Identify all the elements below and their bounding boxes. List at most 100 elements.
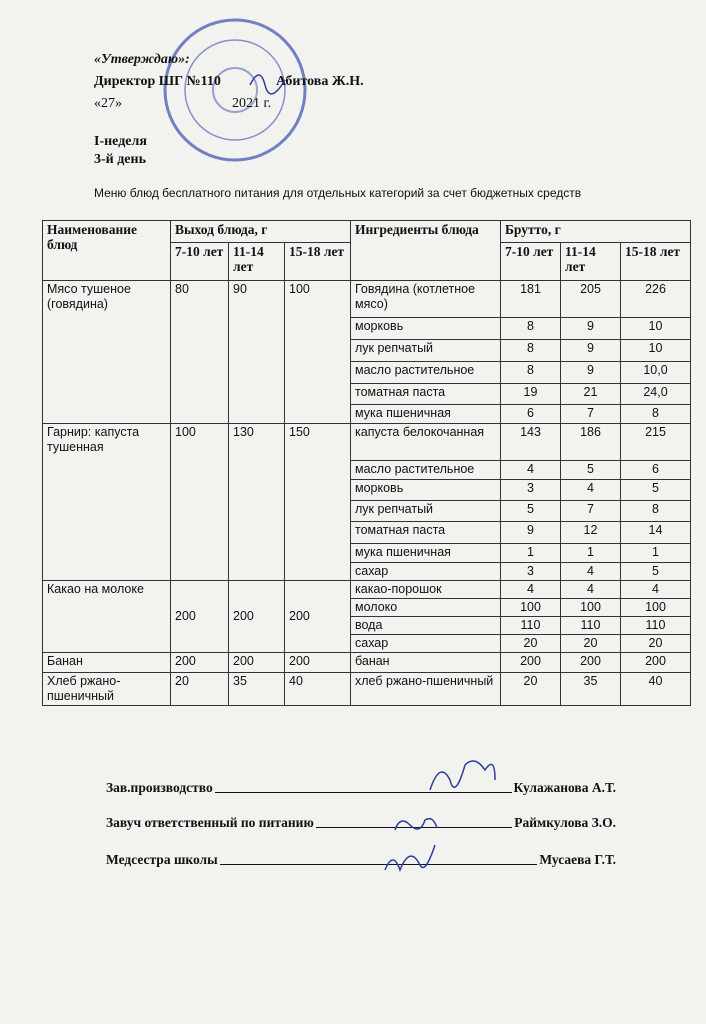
table-row: Мясо тушеное (говядина) 80 90 100 Говядина (… — [42, 280, 691, 424]
signature-role: Завуч ответственный по питанию — [106, 815, 314, 830]
signature-line: Зав.производство Кулажанова А.Т. — [106, 780, 616, 796]
ingredient-name: масло растительное — [350, 460, 501, 480]
signature-name: Кулажанова А.Т. — [513, 780, 617, 795]
age-header: 7-10 лет — [170, 242, 229, 281]
signature-line: Завуч ответственный по питанию Раймкулова… — [106, 815, 616, 831]
dish-name: Гарнир: капуста тушенная — [42, 423, 171, 581]
brutto: 4 — [500, 580, 561, 599]
brutto: 4 — [620, 580, 691, 599]
brutto: 6 — [620, 460, 691, 480]
ingredient-name: лук репчатый — [350, 500, 501, 522]
week: I-неделя — [94, 134, 147, 149]
brutto: 100 — [500, 598, 561, 617]
table-row: Гарнир: капуста тушенная 100 130 150 капуста… — [42, 423, 691, 581]
brutto: 20 — [500, 634, 561, 653]
brutto: 9 — [500, 521, 561, 544]
date-year: 2021 г. — [232, 96, 272, 111]
yield: 40 — [284, 672, 351, 706]
ingredient-name: хлеб ржано-пшеничный — [350, 672, 501, 706]
brutto: 9 — [560, 317, 621, 340]
table-row: томатная паста 19 21 24,0 — [43, 383, 691, 405]
dish-name: Банан — [42, 652, 171, 673]
age-header: 11-14 лет — [228, 242, 285, 281]
brutto: 100 — [560, 598, 621, 617]
yield: 200 — [170, 580, 229, 653]
age-header: 15-18 лет — [284, 242, 351, 281]
brutto: 4 — [560, 580, 621, 599]
brutto: 19 — [500, 383, 561, 405]
brutto: 200 — [500, 652, 561, 673]
brutto: 200 — [620, 652, 691, 673]
brutto: 20 — [620, 634, 691, 653]
stamp — [163, 18, 307, 162]
brutto: 8 — [500, 361, 561, 384]
yield: 35 — [228, 672, 285, 706]
header-cell: Брутто, г — [500, 220, 691, 243]
ingredient-name: Говядина (котлетное мясо) — [350, 280, 501, 318]
brutto: 1 — [500, 543, 561, 563]
signature-name: Мусаева Г.Т. — [539, 852, 616, 867]
ingredient-name: банан — [350, 652, 501, 673]
brutto: 5 — [620, 562, 691, 581]
day: 3-й день — [94, 152, 146, 167]
ingredient-name: мука пшеничная — [350, 543, 501, 563]
menu-title: Меню блюд бесплатного питания для отдель… — [94, 186, 582, 200]
brutto: 5 — [560, 460, 621, 480]
brutto: 5 — [500, 500, 561, 522]
brutto: 4 — [560, 562, 621, 581]
header-cell: Выход блюда, г — [170, 220, 351, 243]
brutto: 200 — [560, 652, 621, 673]
brutto: 10,0 — [620, 361, 691, 384]
brutto: 110 — [560, 616, 621, 635]
brutto: 10 — [620, 317, 691, 340]
brutto: 7 — [560, 500, 621, 522]
brutto: 205 — [560, 280, 621, 318]
ingredient-name: капуста белокочанная — [350, 423, 501, 461]
header-cell: Наименование блюд — [42, 220, 171, 281]
ingredient-name: морковь — [350, 317, 501, 340]
brutto: 10 — [620, 339, 691, 362]
table-row: сахар 20 20 20 — [43, 634, 691, 653]
age-header: 15-18 лет — [620, 242, 691, 281]
brutto: 35 — [560, 672, 621, 706]
yield: 200 — [284, 580, 351, 653]
ingredient-name: какао-порошок — [350, 580, 501, 599]
age-header: 7-10 лет — [500, 242, 561, 281]
brutto: 8 — [500, 317, 561, 340]
director-role: Директор ШГ №110 — [94, 74, 221, 89]
yield: 200 — [284, 652, 351, 673]
ingredient-name: морковь — [350, 479, 501, 501]
yield: 20 — [170, 672, 229, 706]
ingredient-name: томатная паста — [350, 521, 501, 544]
yield: 100 — [170, 423, 229, 581]
ingredient-name: сахар — [350, 562, 501, 581]
yield: 80 — [170, 280, 229, 424]
brutto: 9 — [560, 339, 621, 362]
yield: 150 — [284, 423, 351, 581]
brutto: 6 — [500, 404, 561, 424]
brutto: 8 — [620, 500, 691, 522]
approval: «Утверждаю»: — [94, 52, 190, 67]
date-day: «27» — [94, 96, 122, 111]
brutto: 215 — [620, 423, 691, 461]
brutto: 8 — [500, 339, 561, 362]
ingredient-name: вода — [350, 616, 501, 635]
brutto: 20 — [560, 634, 621, 653]
signature-blank — [214, 780, 512, 793]
brutto: 3 — [500, 479, 561, 501]
brutto: 7 — [560, 404, 621, 424]
table-row: томатная паста 9 12 14 — [43, 521, 691, 544]
brutto: 181 — [500, 280, 561, 318]
table-row: Хлеб ржано-пшеничный 20 35 40 хлеб ржано-пше… — [42, 672, 691, 706]
signature-line: Медсестра школы Мусаева Г.Т. — [106, 852, 616, 868]
yield: 130 — [228, 423, 285, 581]
brutto: 143 — [500, 423, 561, 461]
ingredient-name: молоко — [350, 598, 501, 617]
ingredient-name: сахар — [350, 634, 501, 653]
yield: 200 — [228, 580, 285, 653]
table-row: Банан 200 200 200 банан 200 200 200 — [42, 652, 691, 673]
brutto: 12 — [560, 521, 621, 544]
dish-name: Хлеб ржано-пшеничный — [42, 672, 171, 706]
brutto: 20 — [500, 672, 561, 706]
